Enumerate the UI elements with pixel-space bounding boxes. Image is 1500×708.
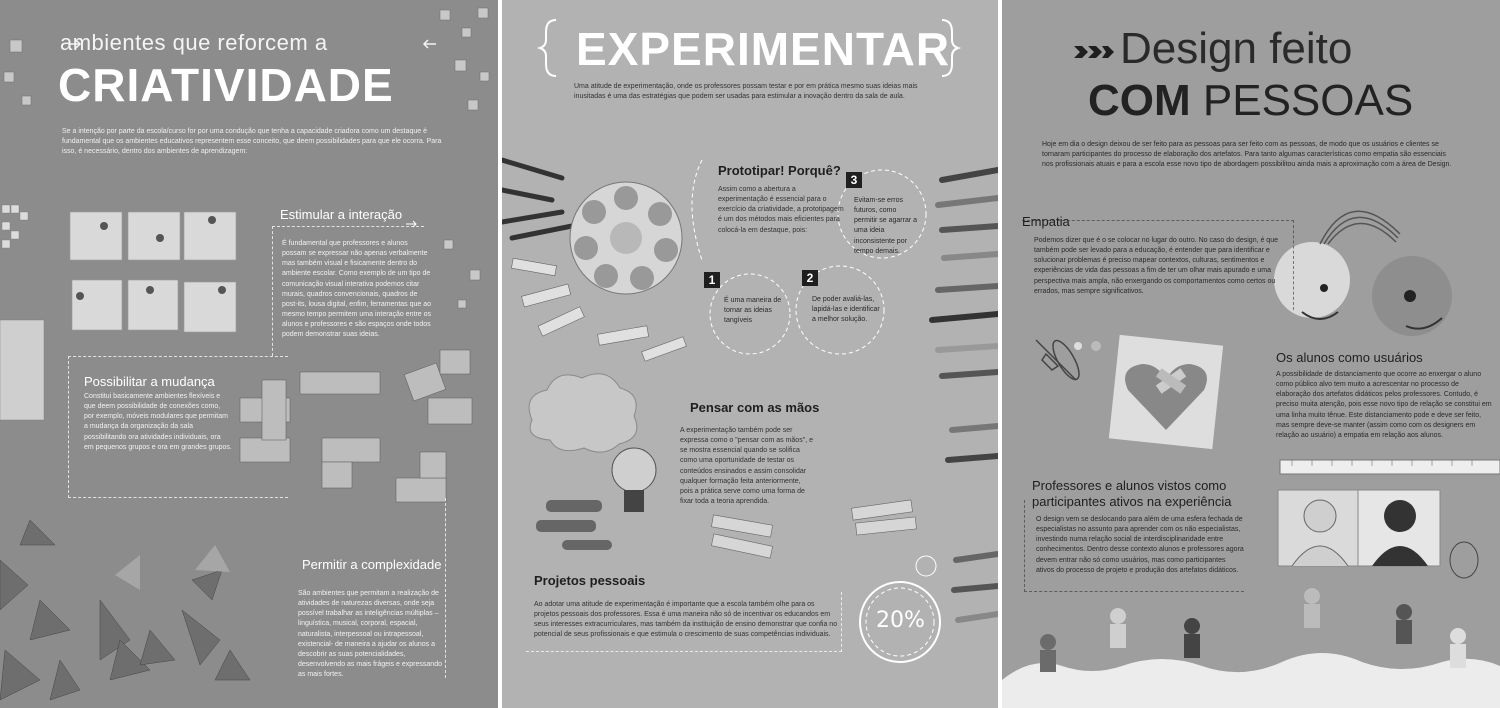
section-heading-usuarios: Os alunos como usuários [1276,350,1423,365]
reason-number-2: 2 [802,270,818,286]
page-subtitle: ambientes que reforcem a [60,30,328,55]
section-border [68,356,288,498]
title-rest-word: PESSOAS [1202,76,1414,125]
section-heading-interacao: Estimular a interação [280,207,403,222]
section-body-maos: A experimentação também pode ser express… [680,427,813,505]
section-heading-prototipar: Prototipar! Porquê? [718,163,841,178]
section-border [1022,220,1294,310]
section-body-mudanca: Constitui basicamente ambientes flexívei… [84,393,232,451]
section-heading-mudanca: Possibilitar a mudança [84,374,215,389]
intro-text: Uma atitude de experimentação, onde os p… [574,83,918,101]
section-border [526,592,842,652]
page-title: CRIATIVIDADE [58,59,394,111]
experimentar-illustrations [502,19,998,663]
section-border [272,226,424,356]
section-border [1024,500,1244,592]
section-body-empatia: Podemos dizer que é o se colocar no luga… [1034,237,1278,295]
poster-criatividade: ambientes que reforcem a CRIATIVIDADE Se… [0,0,498,708]
page-title-line2: COM PESSOAS [1088,76,1413,126]
section-heading-projetos: Projetos pessoais [534,573,646,588]
reason-text-3: Evitam-se erros futuros, como permitir s… [854,197,918,255]
section-heading-empatia: Empatia [1022,214,1070,229]
reason-number-1: 1 [704,272,720,288]
poster-design-pessoas: Design feito COM PESSOAS Hoje em dia o d… [1002,0,1500,708]
section-heading-participantes: Professores e alunos vistos como partici… [1032,478,1232,510]
section-body-prototipar: Assim como a abertura a experimentação é… [718,186,844,234]
criatividade-illustrations [0,7,490,701]
badge-percentage: 20% [876,608,925,633]
design-illustrations [1002,46,1500,708]
reason-text-2: De poder avaliá-las, lapidá-las e identi… [812,296,880,324]
intro-text: Hoje em dia o design deixou de ser feito… [1042,141,1452,169]
section-body-participantes: O design vem se deslocando para além de … [1036,516,1244,574]
reason-text-1: É uma maneira de tornar as ideias tangív… [724,297,782,325]
section-border [290,498,446,678]
page-title: EXPERIMENTAR [576,23,951,75]
section-heading-maos: Pensar com as mãos [690,400,820,415]
section-body-projetos: Ao adotar uma atitude de experimentação … [534,601,838,639]
page-title-line1: Design feito [1120,24,1353,73]
poster-experimentar: EXPERIMENTAR Uma atitude de experimentaç… [502,0,998,708]
section-body-interacao: É fundamental que professores e alunos p… [282,240,432,339]
section-heading-complexidade: Permitir a complexidade [302,557,442,572]
title-bold-word: COM [1088,76,1191,125]
section-body-complexidade: São ambientes que permitam a realização … [298,590,442,679]
reason-number-3: 3 [846,172,862,188]
section-body-usuarios: A possibilidade de distanciamento que oc… [1276,371,1492,439]
intro-text: Se a intenção por parte da escola/curso … [62,128,442,156]
